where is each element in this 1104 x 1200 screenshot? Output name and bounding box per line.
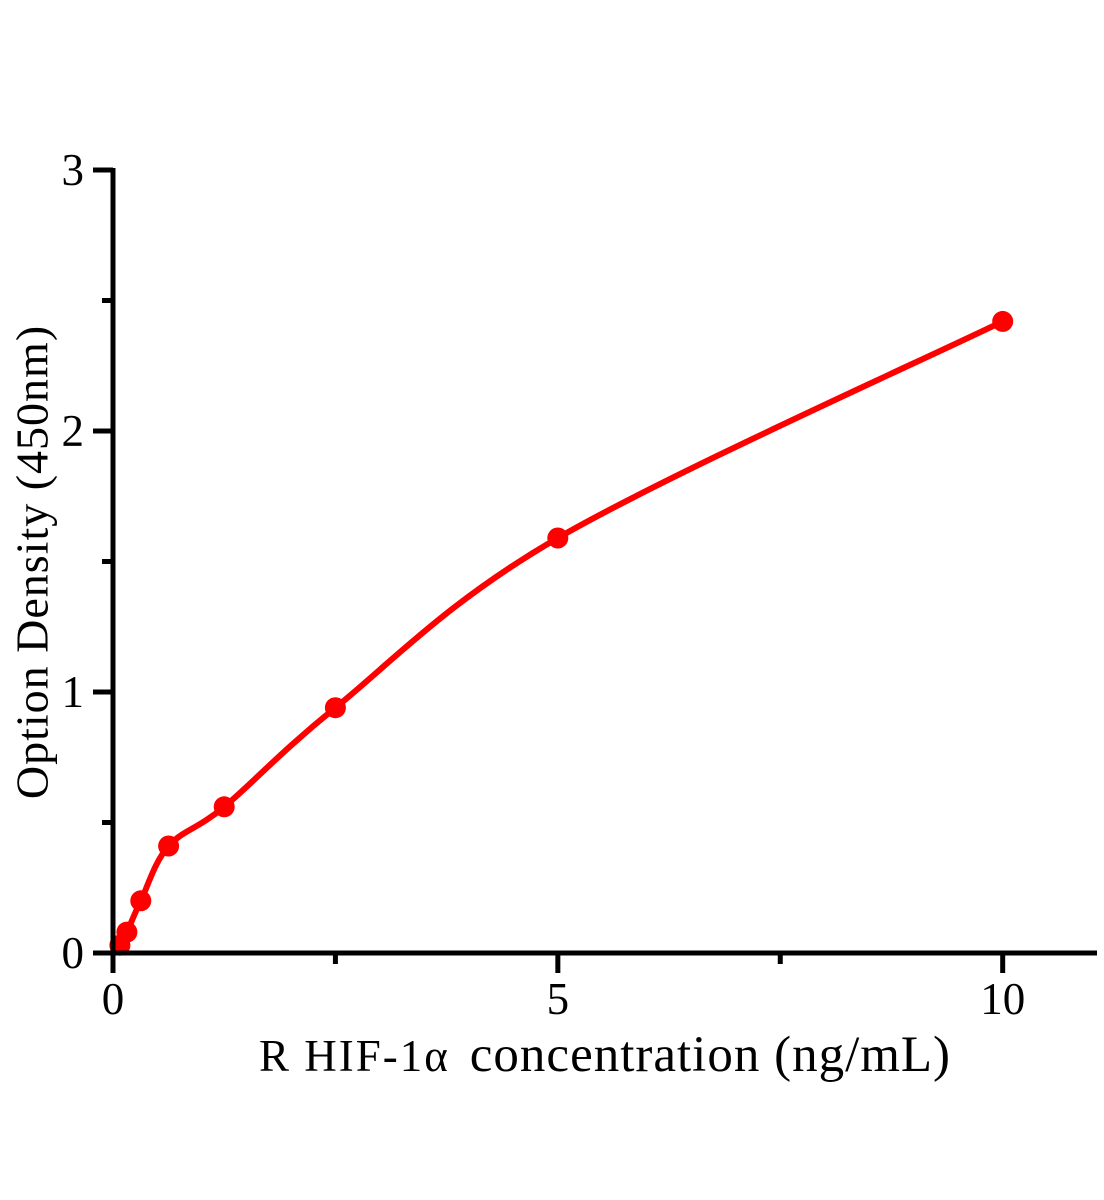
x-tick-label: 5: [547, 974, 570, 1024]
data-point: [324, 697, 346, 719]
data-point: [213, 796, 235, 818]
x-axis-title-unit: concentration (ng/mL): [469, 1027, 952, 1083]
y-tick-label: 0: [62, 928, 85, 978]
data-point: [992, 310, 1014, 332]
x-tick-label: 10: [980, 974, 1025, 1024]
y-tick-label: 3: [62, 145, 85, 195]
data-point: [116, 921, 138, 943]
x-axis-title: R HIF-1α concentration (ng/mL): [113, 1026, 1097, 1084]
x-axis-title-prefix: R HIF-1α: [258, 1031, 450, 1081]
x-tick-label: 0: [102, 974, 125, 1024]
y-axis-title: Option Density (450nm): [6, 324, 58, 800]
standard-curve-line: [110, 318, 1006, 956]
y-tick-label: 1: [62, 667, 85, 717]
data-point: [158, 835, 180, 857]
data-point: [547, 527, 569, 549]
data-point: [130, 890, 152, 912]
y-tick-label: 2: [62, 406, 85, 456]
